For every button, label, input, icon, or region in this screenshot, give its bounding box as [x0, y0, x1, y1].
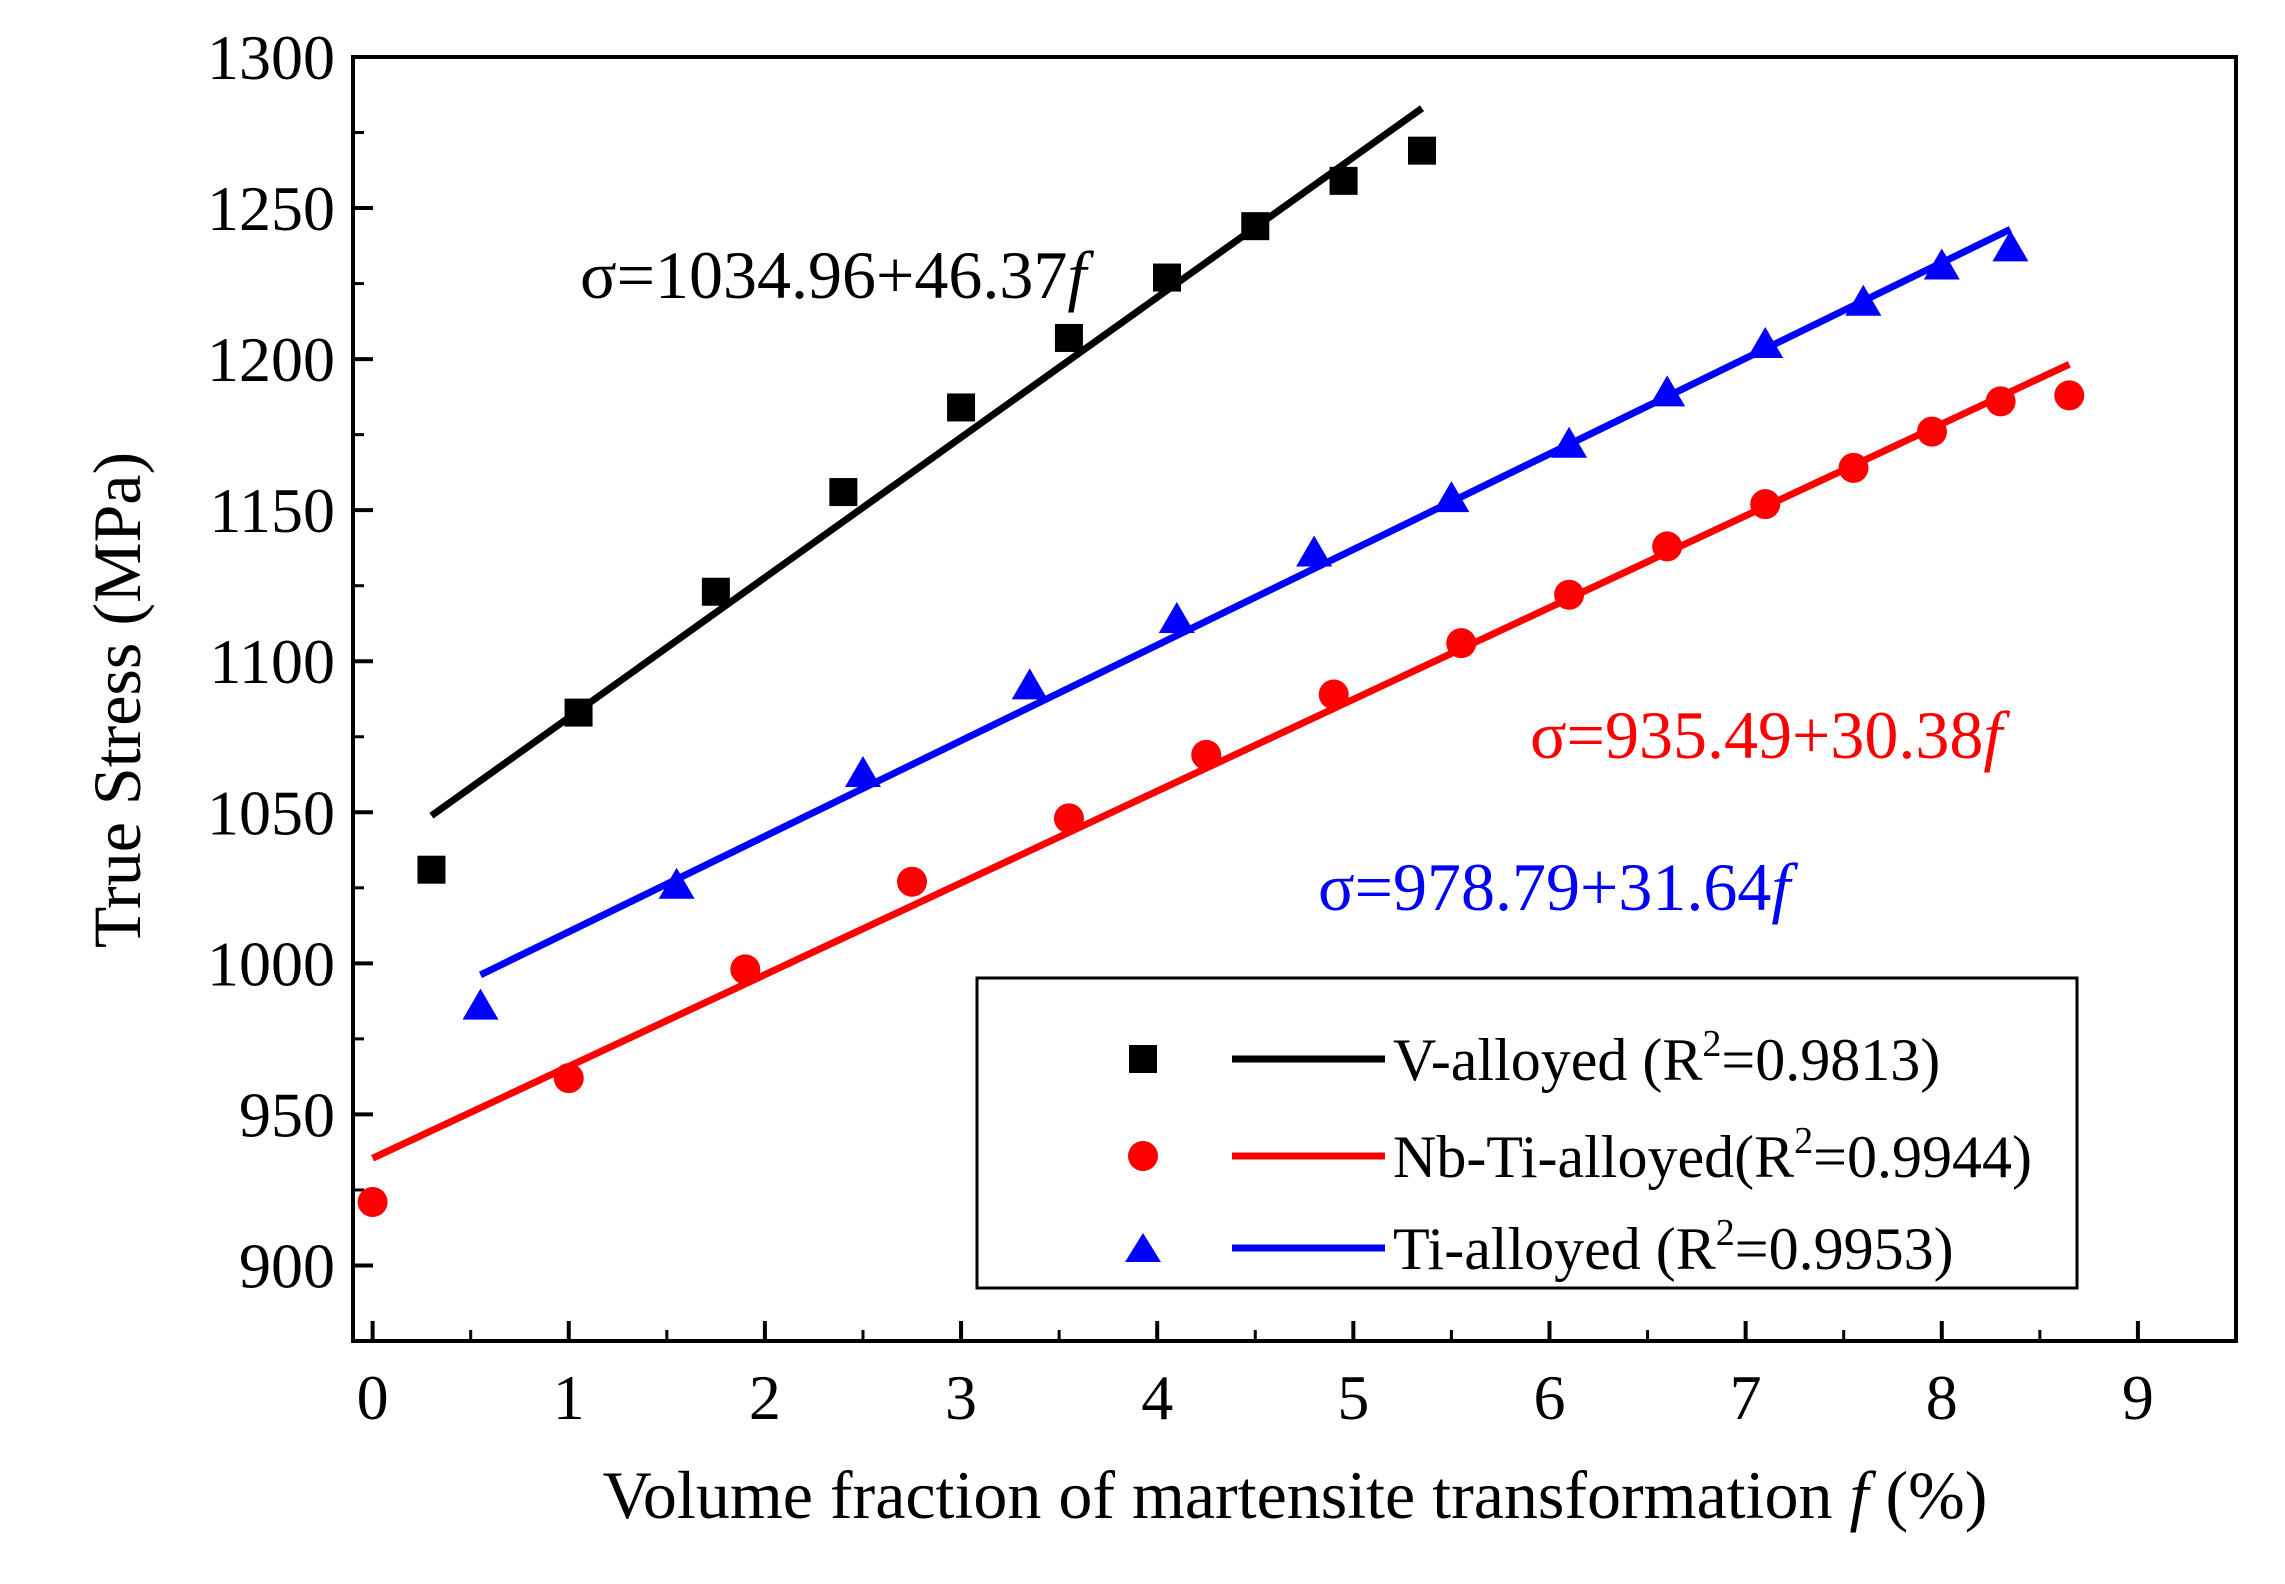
x-tick-label: 6 — [1533, 1362, 1565, 1433]
y-tick-label: 1000 — [207, 928, 335, 999]
y-tick-label: 1250 — [207, 173, 335, 244]
data-point-nb-ti-alloyed — [1916, 416, 1947, 447]
data-point-v-alloyed — [1054, 323, 1083, 352]
data-point-ti-alloyed — [1011, 668, 1048, 700]
x-tick-label: 4 — [1141, 1362, 1173, 1433]
y-tick-label: 1100 — [209, 626, 335, 697]
data-point-v-alloyed — [564, 698, 593, 727]
x-tick-label: 2 — [749, 1362, 781, 1433]
data-point-nb-ti-alloyed — [1053, 803, 1084, 834]
x-tick-label: 5 — [1337, 1362, 1369, 1433]
plot-frame — [351, 55, 2238, 1343]
legend-label-v-alloyed: V-alloyed (R2=0.9813) — [1393, 1023, 1940, 1093]
data-point-ti-alloyed — [1649, 375, 1686, 407]
data-point-nb-ti-alloyed — [1838, 452, 1869, 483]
fit-line-nb-ti-alloyed — [371, 361, 2071, 1162]
data-point-ti-alloyed — [462, 988, 499, 1020]
data-point-ti-alloyed — [1296, 535, 1333, 567]
x-tick-label: 3 — [945, 1362, 977, 1433]
data-point-ti-alloyed — [1845, 284, 1882, 316]
data-point-v-alloyed — [1329, 166, 1358, 195]
data-point-v-alloyed — [1241, 212, 1270, 241]
equation-nb-ti-alloyed: σ=935.49+30.38f — [1530, 697, 2010, 773]
data-point-ti-alloyed — [1158, 601, 1195, 633]
legend-marker-ti-alloyed — [1125, 1233, 1161, 1262]
y-tick-label: 900 — [239, 1230, 335, 1301]
y-tick-label: 950 — [239, 1079, 335, 1150]
data-point-nb-ti-alloyed — [897, 866, 928, 897]
legend-marker-nb-ti-alloyed — [1128, 1141, 1158, 1171]
data-point-v-alloyed — [947, 393, 976, 422]
x-tick-label: 8 — [1926, 1362, 1958, 1433]
equation-v-alloyed: σ=1034.96+46.37f — [580, 237, 1094, 313]
data-point-nb-ti-alloyed — [2054, 380, 2085, 411]
x-tick-label: 7 — [1730, 1362, 1762, 1433]
data-point-ti-alloyed — [1551, 426, 1588, 458]
data-point-nb-ti-alloyed — [1652, 531, 1683, 562]
data-point-nb-ti-alloyed — [1985, 386, 2016, 417]
data-point-ti-alloyed — [1747, 327, 1784, 359]
data-point-nb-ti-alloyed — [1446, 628, 1477, 659]
x-tick-label: 0 — [357, 1362, 389, 1433]
y-tick-label: 1300 — [207, 22, 335, 93]
data-point-ti-alloyed — [844, 756, 881, 788]
x-tick-label: 9 — [2122, 1362, 2154, 1433]
data-point-nb-ti-alloyed — [1318, 679, 1349, 710]
y-axis: 900 950 1000 1050 1100 1150 1200 1250 1300 — [207, 22, 373, 1343]
data-point-v-alloyed — [1153, 263, 1182, 292]
y-tick-label: 1200 — [207, 324, 335, 395]
equation-ti-alloyed: σ=978.79+31.64f — [1318, 849, 1798, 925]
data-point-ti-alloyed — [658, 867, 695, 899]
legend-label-ti-alloyed: Ti-alloyed (R2=0.9953) — [1393, 1212, 1954, 1282]
x-axis-title: Volume fraction of martensite transforma… — [603, 1457, 1988, 1533]
y-tick-label: 1050 — [207, 777, 335, 848]
data-point-v-alloyed — [829, 478, 858, 507]
legend-box — [975, 976, 2079, 1290]
data-point-v-alloyed — [701, 577, 730, 606]
data-point-nb-ti-alloyed — [1191, 739, 1222, 770]
x-axis: 0 1 2 3 4 5 6 7 8 9 — [357, 1321, 2154, 1433]
data-point-v-alloyed — [1407, 136, 1436, 165]
data-point-ti-alloyed — [1923, 248, 1960, 280]
data-point-v-alloyed — [417, 855, 446, 884]
y-tick-label: 1150 — [209, 475, 335, 546]
legend: V-alloyed (R2=0.9813) Nb-Ti-alloyed(R2=0… — [975, 976, 2079, 1290]
x-tick-label: 1 — [553, 1362, 585, 1433]
data-markers — [357, 136, 2085, 1218]
y-axis-title: True Stress (MPa) — [79, 452, 155, 948]
legend-label-nb-ti-alloyed: Nb-Ti-alloyed(R2=0.9944) — [1393, 1120, 2032, 1190]
data-point-nb-ti-alloyed — [730, 954, 761, 985]
legend-marker-v-alloyed — [1129, 1045, 1157, 1073]
data-point-nb-ti-alloyed — [553, 1063, 584, 1094]
data-point-ti-alloyed — [1433, 481, 1470, 513]
plot-area — [351, 55, 2238, 1343]
data-point-nb-ti-alloyed — [1554, 579, 1585, 610]
data-point-nb-ti-alloyed — [1750, 489, 1781, 520]
data-point-nb-ti-alloyed — [357, 1187, 388, 1218]
data-point-ti-alloyed — [1992, 230, 2029, 262]
